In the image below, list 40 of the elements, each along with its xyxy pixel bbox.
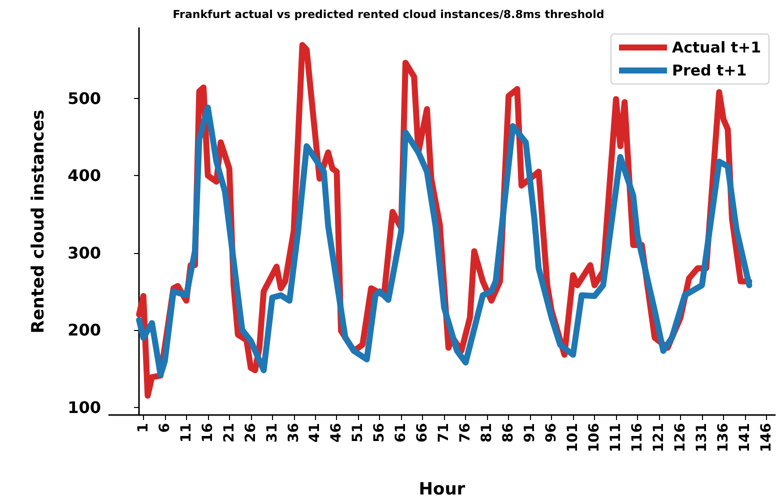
x-tick-label: 136 xyxy=(715,423,732,452)
y-tick-label: 300 xyxy=(68,243,101,262)
y-tick-label: 500 xyxy=(68,88,101,108)
x-tick-label: 146 xyxy=(758,423,774,452)
x-tick-label: 76 xyxy=(458,423,474,442)
x-tick-label: 1 xyxy=(135,423,152,433)
x-tick-label: 91 xyxy=(522,423,538,442)
x-tick-label: 86 xyxy=(500,423,517,442)
y-axis-title: Rented cloud instances xyxy=(28,110,48,334)
x-tick-label: 96 xyxy=(544,423,560,442)
x-tick-label: 41 xyxy=(307,423,324,442)
chart-title: Frankfurt actual vs predicted rented cloud instances/8.8ms threshold xyxy=(172,8,604,21)
x-tick-label: 6 xyxy=(156,423,173,433)
x-tick-label: 101 xyxy=(565,423,582,452)
legend-label: Actual t+1 xyxy=(672,38,762,56)
x-tick-label: 16 xyxy=(200,423,216,442)
y-tick-label: 400 xyxy=(68,166,101,186)
x-axis-title: Hour xyxy=(418,480,466,500)
x-tick-label: 131 xyxy=(694,423,710,452)
x-tick-label: 11 xyxy=(178,423,194,442)
x-tick-label: 46 xyxy=(328,423,345,442)
x-tick-label: 26 xyxy=(242,423,259,442)
x-tick-label: 126 xyxy=(672,423,688,452)
x-tick-label: 31 xyxy=(264,423,280,442)
legend-label: Pred t+1 xyxy=(672,62,747,80)
x-tick-label: 116 xyxy=(630,423,646,452)
x-tick-label: 71 xyxy=(436,423,452,442)
x-tick-label: 106 xyxy=(586,423,603,452)
x-tick-label: 36 xyxy=(286,423,302,442)
x-tick-label: 51 xyxy=(350,423,366,442)
x-tick-label: 21 xyxy=(221,423,238,442)
y-tick-label: 200 xyxy=(68,320,101,340)
x-tick-label: 66 xyxy=(414,423,431,442)
x-tick-label: 56 xyxy=(372,423,388,442)
x-tick-label: 141 xyxy=(736,423,753,452)
x-tick-label: 61 xyxy=(393,423,410,442)
x-tick-label: 121 xyxy=(650,423,667,452)
x-tick-label: 111 xyxy=(608,423,624,452)
y-tick-label: 100 xyxy=(68,398,101,417)
x-tick-label: 81 xyxy=(479,423,496,442)
